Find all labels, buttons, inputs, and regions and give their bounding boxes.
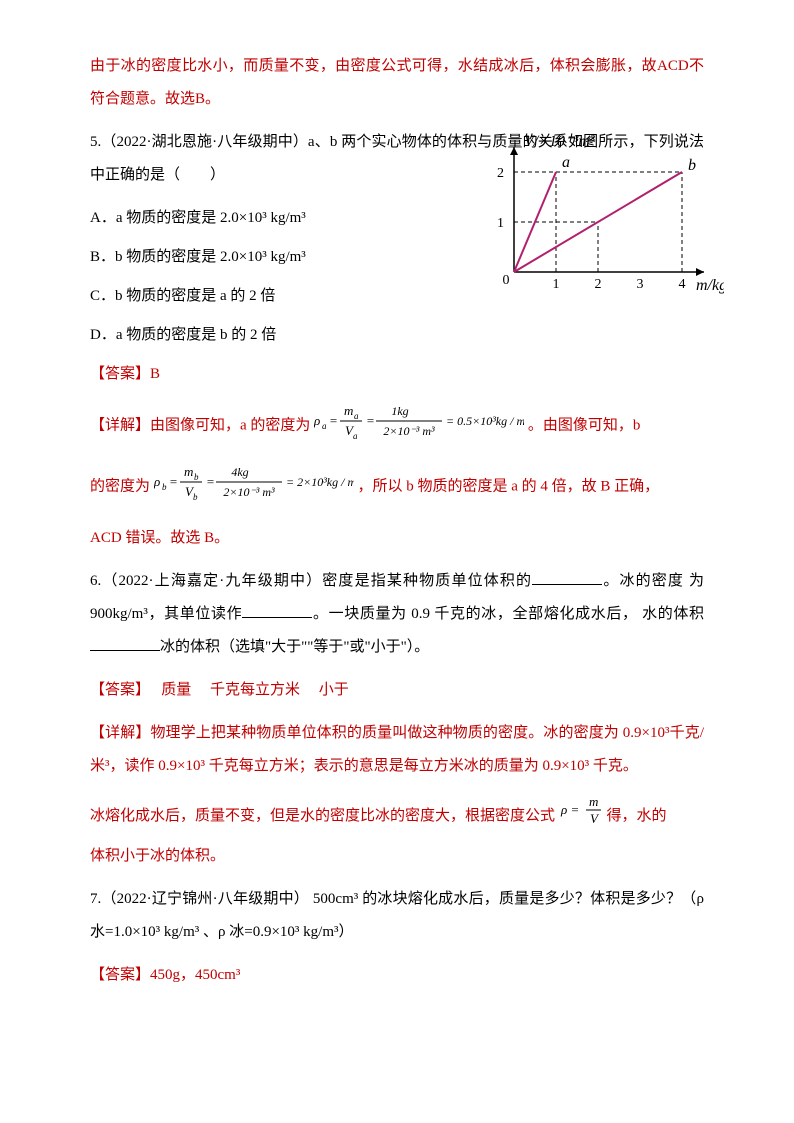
- svg-text:b: b: [193, 492, 198, 502]
- svg-text:a: a: [354, 411, 359, 421]
- svg-text:= 2×10³kg / m³: = 2×10³kg / m³: [286, 475, 354, 489]
- q6-answer: 【答案】 质量 千克每立方米 小于: [90, 674, 704, 707]
- svg-text:ρ =: ρ =: [560, 802, 579, 817]
- xtick-1: 1: [553, 277, 560, 292]
- svg-text:1kg: 1kg: [392, 404, 409, 418]
- xtick-3: 3: [637, 277, 644, 292]
- intro-explanation: 由于冰的密度比水小，而质量不变，由密度公式可得，水结成冰后，体积会膨胀，故ACD…: [90, 50, 704, 116]
- q5-option-b: B．b 物质的密度是 2.0×10³ kg/m³: [90, 241, 446, 274]
- svg-text:4kg: 4kg: [231, 465, 248, 479]
- q5-detail-line2-post: ，所以 b 物质的密度是 a 的 4 倍，故 B 正确，: [358, 478, 660, 494]
- q5-answer: 【答案】B: [90, 358, 704, 391]
- svg-text:=: =: [169, 474, 178, 489]
- q6-detail-2: 冰熔化成水后，质量不变，但是水的密度比冰的密度大，根据密度公式 ρ = m V …: [90, 793, 704, 840]
- formula-density-a: ρa = ma Va = 1kg 2×10⁻³ m³ = 0.5×10³kg /…: [314, 401, 524, 452]
- q6-stem-end: 冰的体积（选填"大于""等于"或"小于"）。: [160, 639, 429, 655]
- q5-detail-pre: 【详解】由图像可知，a 的密度为: [90, 418, 310, 434]
- q5-detail-mid: 。由图像可知，b: [528, 418, 641, 434]
- ytick-1: 1: [497, 216, 504, 231]
- svg-text:m: m: [589, 794, 598, 809]
- q7-answer: 【答案】450g，450cm³: [90, 959, 704, 992]
- q5-detail: 【详解】由图像可知，a 的密度为 ρa = ma Va = 1kg 2×10⁻³…: [90, 401, 704, 452]
- xtick-2: 2: [595, 277, 602, 292]
- q5-detail-line2-pre: 的密度为: [90, 478, 150, 494]
- svg-text:= 0.5×10³kg / m³: = 0.5×10³kg / m³: [446, 414, 524, 428]
- q5-chart: 1 2 3 4 0 1 2 a b V/×10⁻³m³ m/kg: [474, 132, 724, 302]
- x-axis-label: m/kg: [696, 277, 724, 294]
- blank-1: [532, 570, 602, 585]
- svg-text:=: =: [206, 474, 215, 489]
- formula-density-b: ρb = mb Vb = 4kg 2×10⁻³ m³ = 2×10³kg / m…: [154, 462, 354, 513]
- q5-detail-end: ACD 错误。故选 B。: [90, 522, 704, 555]
- q6-stem-mid1: 。冰的密度: [602, 573, 684, 589]
- q6-stem-pre: 6.（2022·上海嘉定·九年级期中）密度是指某种物质单位体积的: [90, 573, 532, 589]
- svg-text:m: m: [344, 403, 353, 418]
- formula-rho-mv: ρ = m V: [559, 793, 603, 840]
- svg-text:m: m: [184, 464, 193, 479]
- svg-text:b: b: [194, 472, 199, 482]
- q6-stem: 6.（2022·上海嘉定·九年级期中）密度是指某种物质单位体积的。冰的密度 为 …: [90, 565, 704, 664]
- q6-detail2-post: 得，水的: [607, 808, 667, 824]
- svg-text:2×10⁻³ m³: 2×10⁻³ m³: [384, 424, 436, 438]
- svg-text:=: =: [366, 413, 375, 428]
- label-a: a: [562, 154, 570, 171]
- q5-option-c: C．b 物质的密度是 a 的 2 倍: [90, 280, 446, 313]
- svg-text:2×10⁻³ m³: 2×10⁻³ m³: [223, 485, 275, 499]
- ytick-2: 2: [497, 166, 504, 181]
- svg-text:a: a: [322, 421, 327, 431]
- svg-text:V: V: [590, 811, 600, 826]
- label-b: b: [688, 157, 696, 174]
- svg-text:a: a: [353, 431, 358, 441]
- q6-stem-mid4: 水的体积: [642, 606, 704, 622]
- q6-detail-2-end: 体积小于冰的体积。: [90, 840, 704, 873]
- svg-text:ρ: ρ: [314, 413, 320, 428]
- q5-option-d: D．a 物质的密度是 b 的 2 倍: [90, 319, 446, 352]
- q6-stem-mid3: 。一块质量为 0.9 千克的冰，全部熔化成水后，: [312, 606, 637, 622]
- q7-stem: 7.（2022·辽宁锦州·八年级期中） 500cm³ 的冰块熔化成水后，质量是多…: [90, 883, 704, 949]
- svg-text:=: =: [329, 413, 338, 428]
- svg-text:ρ: ρ: [154, 474, 160, 489]
- blank-3: [90, 636, 160, 651]
- svg-text:b: b: [162, 482, 167, 492]
- xtick-4: 4: [679, 277, 686, 292]
- q6-detail-1: 【详解】物理学上把某种物质单位体积的质量叫做这种物质的密度。冰的密度为 0.9×…: [90, 717, 704, 783]
- origin-0: 0: [503, 273, 510, 288]
- q5-option-a: A．a 物质的密度是 2.0×10³ kg/m³: [90, 202, 446, 235]
- y-axis-label: V/×10⁻³m³: [524, 133, 595, 150]
- blank-2: [242, 603, 312, 618]
- q6-detail2-pre: 冰熔化成水后，质量不变，但是水的密度比冰的密度大，根据密度公式: [90, 808, 555, 824]
- q5-detail-line2: 的密度为 ρb = mb Vb = 4kg 2×10⁻³ m³ = 2×10³k…: [90, 462, 704, 513]
